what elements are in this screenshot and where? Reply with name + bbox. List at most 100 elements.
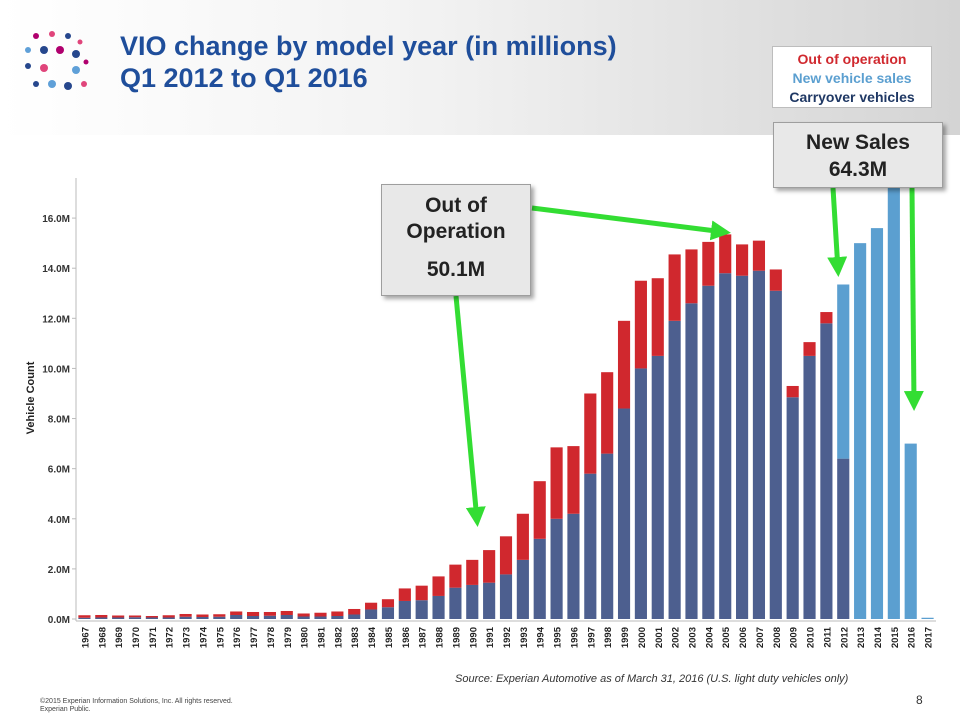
x-tick-label: 1999 bbox=[620, 627, 631, 648]
x-tick-label: 1989 bbox=[451, 627, 462, 648]
y-axis-label: Vehicle Count bbox=[25, 361, 37, 434]
y-tick-label: 6.0M bbox=[48, 465, 70, 476]
x-tick-label: 1997 bbox=[586, 627, 597, 648]
callout-out-of-operation-line1: Out of bbox=[425, 194, 487, 217]
bar-out-of-operation bbox=[601, 372, 614, 454]
bar-out-of-operation bbox=[230, 611, 243, 615]
arrow-to-peak bbox=[531, 205, 731, 241]
x-tick-label: 1972 bbox=[165, 627, 176, 648]
callout-out-of-operation: Out of Operation 50.1M bbox=[381, 184, 531, 296]
x-tick-label: 2009 bbox=[789, 627, 800, 648]
bar-carryover bbox=[584, 473, 597, 619]
x-tick-label: 2001 bbox=[654, 626, 665, 648]
callout-new-sales-line1: New Sales bbox=[806, 131, 910, 154]
page-number: 8 bbox=[916, 693, 923, 707]
bar-carryover bbox=[483, 582, 496, 619]
x-tick-label: 2010 bbox=[806, 627, 817, 648]
x-tick-label: 1987 bbox=[418, 627, 429, 648]
x-tick-label: 1992 bbox=[502, 627, 513, 648]
x-tick-label: 1982 bbox=[333, 627, 344, 648]
x-tick-label: 1977 bbox=[249, 627, 260, 648]
x-tick-label: 1995 bbox=[553, 626, 564, 648]
arrow-to-1990 bbox=[453, 295, 486, 527]
x-tick-label: 2007 bbox=[755, 627, 766, 648]
legend-item-carryover-vehicles: Carryover vehicles bbox=[789, 89, 915, 105]
y-tick-label: 2.0M bbox=[48, 565, 70, 576]
x-tick-label: 1974 bbox=[198, 626, 209, 648]
bar-out-of-operation bbox=[533, 481, 546, 539]
x-tick-label: 1986 bbox=[401, 627, 412, 648]
bar-out-of-operation bbox=[584, 393, 597, 474]
bar-carryover bbox=[398, 600, 411, 619]
bar-out-of-operation bbox=[246, 611, 260, 616]
bar-out-of-operation bbox=[432, 576, 445, 596]
bar-out-of-operation bbox=[752, 240, 766, 271]
x-tick-label: 2004 bbox=[704, 626, 715, 648]
y-tick-label: 8.0M bbox=[48, 415, 70, 426]
x-tick-label: 1985 bbox=[384, 626, 395, 648]
bar-carryover bbox=[803, 355, 816, 619]
bar-new-sales bbox=[854, 243, 867, 620]
bar-carryover bbox=[162, 617, 175, 619]
bar-new-sales bbox=[921, 617, 934, 619]
y-tick-label: 0.0M bbox=[48, 615, 70, 626]
arrow-to-2012 bbox=[827, 187, 848, 277]
callout-new-sales-value: 64.3M bbox=[828, 158, 888, 181]
bar-carryover bbox=[685, 303, 698, 619]
bar-carryover bbox=[415, 600, 428, 619]
x-tick-label: 2017 bbox=[924, 627, 935, 648]
bar-carryover bbox=[601, 453, 614, 619]
bar-carryover bbox=[246, 615, 260, 619]
bar-carryover bbox=[634, 368, 647, 619]
bar-out-of-operation bbox=[112, 615, 125, 618]
x-tick-label: 1994 bbox=[536, 626, 547, 648]
bar-carryover bbox=[314, 616, 327, 619]
experian-logo bbox=[25, 31, 89, 90]
bar-out-of-operation bbox=[179, 613, 192, 617]
bar-out-of-operation bbox=[78, 615, 91, 618]
bar-carryover bbox=[95, 617, 108, 619]
bar-carryover bbox=[499, 574, 513, 619]
x-tick-label: 2003 bbox=[687, 627, 698, 648]
bar-out-of-operation bbox=[297, 613, 310, 617]
bar-carryover bbox=[365, 609, 378, 619]
x-tick-label: 1967 bbox=[80, 627, 91, 648]
bar-carryover bbox=[736, 275, 749, 619]
bar-out-of-operation bbox=[736, 244, 749, 276]
bar-out-of-operation bbox=[348, 608, 361, 615]
x-tick-label: 2005 bbox=[721, 626, 732, 648]
bar-carryover bbox=[145, 617, 158, 619]
x-tick-label: 2013 bbox=[856, 627, 867, 648]
bar-out-of-operation bbox=[516, 513, 529, 560]
bar-carryover bbox=[213, 616, 226, 619]
bar-carryover bbox=[128, 617, 142, 619]
bar-out-of-operation bbox=[803, 342, 816, 356]
bar-carryover bbox=[230, 614, 243, 619]
x-tick-label: 2014 bbox=[873, 626, 884, 648]
arrow-to-2016 bbox=[903, 187, 924, 411]
bar-out-of-operation bbox=[820, 312, 833, 324]
bar-carryover bbox=[78, 617, 91, 619]
bar-out-of-operation bbox=[483, 550, 496, 583]
bar-carryover bbox=[752, 270, 766, 619]
bar-carryover bbox=[651, 355, 664, 619]
x-tick-label: 2000 bbox=[637, 627, 648, 648]
bar-carryover bbox=[567, 513, 580, 619]
bar-carryover bbox=[449, 587, 462, 619]
x-tick-label: 1971 bbox=[148, 626, 159, 648]
bar-carryover bbox=[617, 408, 631, 619]
bar-out-of-operation bbox=[634, 280, 647, 369]
title-line-2: Q1 2012 to Q1 2016 bbox=[120, 63, 368, 93]
bar-carryover bbox=[331, 615, 344, 619]
x-tick-label: 2016 bbox=[907, 627, 918, 648]
copyright-note: ©2015 Experian Information Solutions, In… bbox=[40, 698, 233, 714]
x-tick-label: 1976 bbox=[232, 627, 243, 648]
source-note: Source: Experian Automotive as of March … bbox=[455, 673, 849, 685]
x-tick-label: 1979 bbox=[283, 627, 294, 648]
bar-out-of-operation bbox=[128, 615, 142, 618]
bar-out-of-operation bbox=[398, 588, 411, 601]
bar-carryover bbox=[668, 320, 681, 619]
bar-out-of-operation bbox=[280, 610, 293, 615]
x-tick-label: 1983 bbox=[350, 627, 361, 648]
